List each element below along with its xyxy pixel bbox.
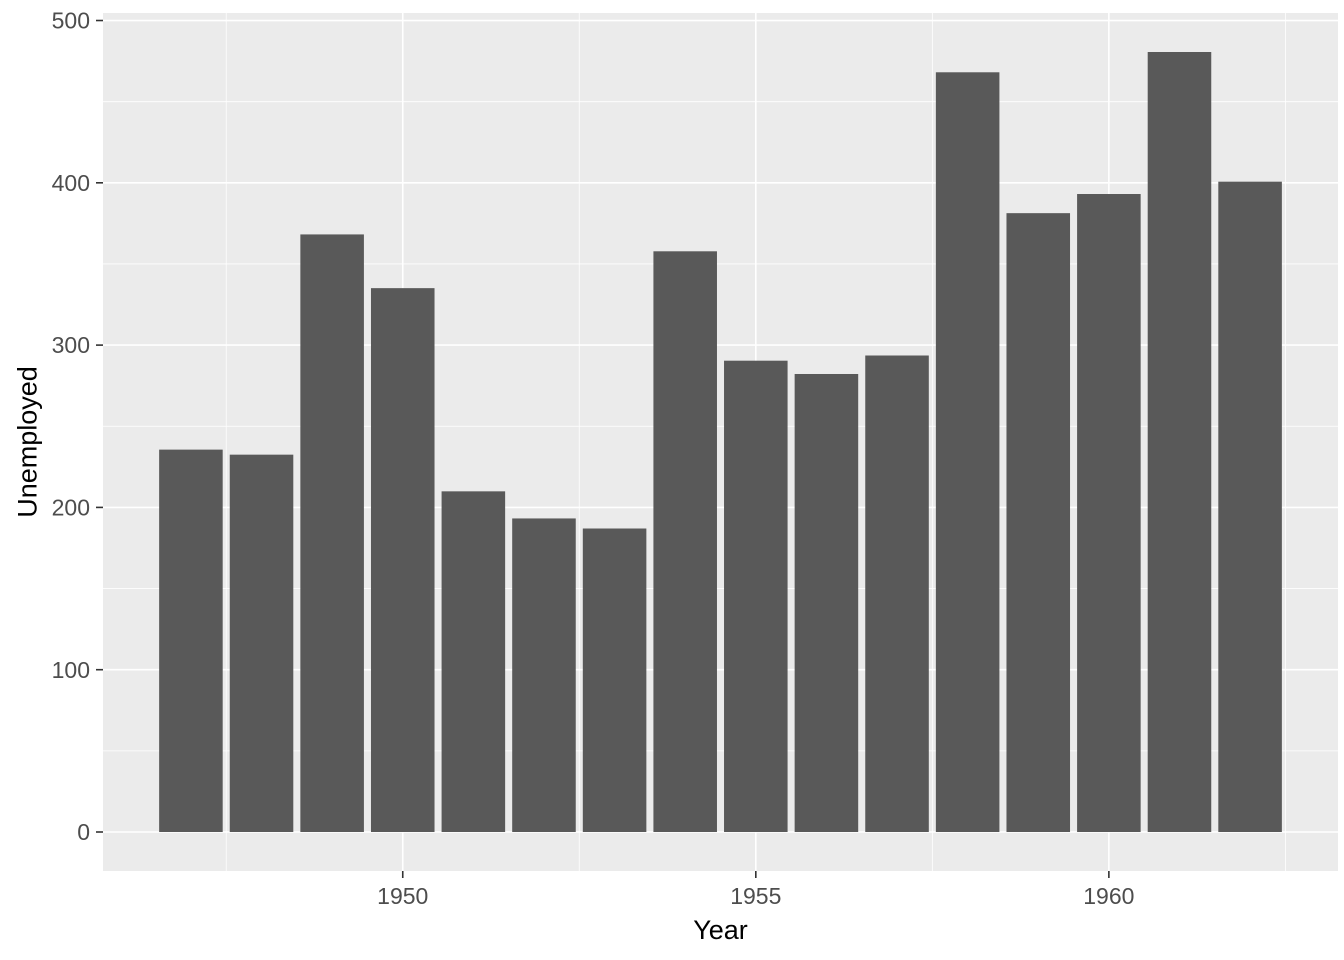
bar-1949	[300, 234, 364, 832]
bar-1958	[935, 72, 1000, 833]
y-axis-tick-label: 400	[52, 170, 90, 196]
bar-1960	[1077, 194, 1141, 832]
bar-1950	[370, 288, 435, 832]
bar-1951	[441, 491, 506, 832]
bar-1957	[865, 355, 929, 832]
bar-1948	[229, 454, 294, 832]
y-axis-tick-label: 200	[52, 494, 90, 520]
bar-1955	[724, 360, 788, 832]
bar-1959	[1006, 213, 1071, 833]
bar-1956	[794, 373, 859, 832]
x-axis-tick-label: 1955	[730, 883, 781, 909]
y-axis-tick-label: 100	[52, 657, 90, 683]
y-axis-tick-label: 0	[77, 819, 90, 845]
x-axis-tick-label: 1950	[377, 883, 428, 909]
bar-1953	[582, 528, 647, 832]
y-axis-title: Unemployed	[12, 366, 43, 518]
x-axis-title: Year	[693, 915, 748, 945]
bar-1954	[653, 251, 717, 832]
x-axis-tick-label: 1960	[1083, 883, 1134, 909]
bar-1962	[1218, 181, 1282, 832]
y-axis-tick-label: 500	[52, 8, 90, 34]
y-axis-tick-label: 300	[52, 332, 90, 358]
bar-1961	[1147, 52, 1212, 832]
bar-1952	[512, 518, 576, 832]
bar-1947	[159, 449, 223, 832]
